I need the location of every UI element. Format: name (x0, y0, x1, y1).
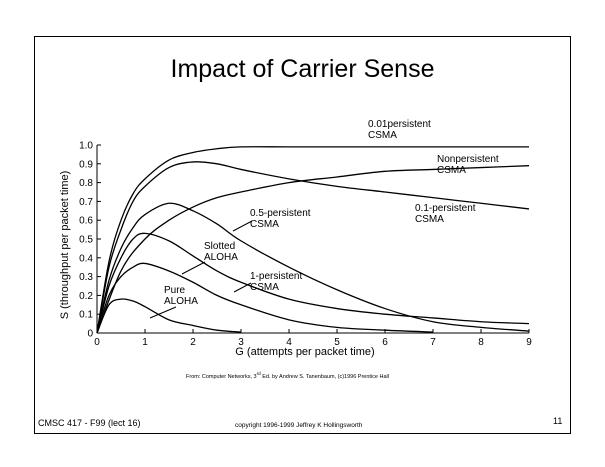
x-tick-label: 8 (478, 337, 484, 348)
x-tick-label: 4 (286, 337, 292, 348)
chart-axes: 0 1 2 3 4 5 6 7 8 9 0 0.1 0.2 0.3 0.4 0.5 0.6 0.7 0.8 0.9 1.… (59, 141, 532, 359)
label-pointer (181, 261, 206, 275)
series-label-line: CSMA (250, 282, 279, 293)
x-tick-label: 7 (430, 337, 436, 348)
copyright-note: copyright 1996-1999 Jeffrey K Hollingswo… (235, 422, 363, 429)
y-tick-label: 0.8 (79, 178, 93, 189)
chart-annotations: PureALOHASlottedALOHA1-persistentCSMA0.5… (149, 119, 499, 319)
x-tick-label: 6 (382, 337, 388, 348)
curve-0-01-persistent-csma (96, 146, 529, 334)
label-pointer (233, 282, 252, 293)
y-tick-label: 0.4 (79, 253, 93, 264)
x-tick-label: 9 (526, 337, 532, 348)
y-tick-label: 0 (87, 329, 93, 340)
x-axis-label: G (attempts per packet time) (235, 346, 374, 358)
series-label-line: CSMA (415, 214, 444, 225)
series-label-line: CSMA (437, 165, 466, 176)
series-label-line: 0.5-persistent (250, 208, 311, 219)
slide-title: Impact of Carrier Sense (170, 55, 435, 83)
y-tick-label: 1.0 (79, 141, 93, 152)
series-label-line: 1-persistent (250, 271, 302, 282)
x-tick-label: 2 (190, 337, 196, 348)
source-note: From: Computer Networks, 3rd Ed. by Andr… (186, 371, 389, 380)
chart-curves (96, 146, 530, 334)
series-label-line: Slotted (204, 241, 235, 252)
x-tick-label: 1 (142, 337, 148, 348)
series-label-line: Nonpersistent (437, 154, 499, 165)
slide-frame (34, 36, 571, 434)
label-pointer (232, 220, 253, 232)
y-tick-label: 0.6 (79, 216, 93, 227)
y-axis-label: S (throughput per packet time) (59, 171, 71, 320)
curve-0-1-persistent-csma (96, 161, 530, 334)
y-tick-label: 0.9 (79, 159, 93, 170)
y-tick-label: 0.3 (79, 272, 93, 283)
page-number: 11 (553, 416, 563, 426)
y-tick-label: 0.7 (79, 197, 93, 208)
y-tick-label: 0.2 (79, 291, 93, 302)
x-tick-label: 3 (238, 337, 244, 348)
y-tick-label: 0.1 (79, 310, 93, 321)
series-label-line: ALOHA (164, 296, 198, 307)
curve-slotted-aloha (96, 262, 434, 334)
series-label-line: CSMA (250, 219, 279, 230)
x-tick-label: 0 (94, 337, 100, 348)
y-tick-label: 0.5 (79, 235, 93, 246)
curve-1-persistent-csma (96, 232, 530, 334)
curve-nonpersistent-csma (96, 165, 530, 334)
series-label-line: Pure (164, 285, 186, 296)
series-label-line: 0.01persistent (368, 119, 431, 130)
label-pointer (149, 306, 177, 319)
x-tick-label: 5 (334, 337, 340, 348)
curve-pure-aloha (96, 298, 242, 334)
series-label-line: ALOHA (204, 252, 238, 263)
course-label: CMSC 417 - F99 (lect 16) (38, 418, 141, 428)
series-label-line: 0.1-persistent (415, 203, 476, 214)
series-label-line: CSMA (368, 130, 397, 141)
curve-0-5-persistent-csma (96, 202, 530, 334)
